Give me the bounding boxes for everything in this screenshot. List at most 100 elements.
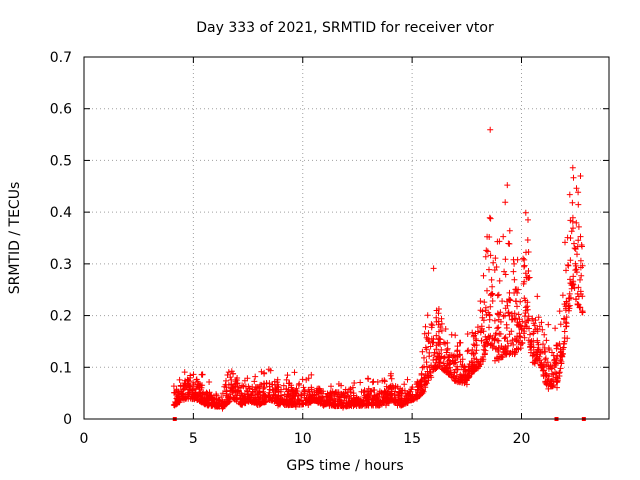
y-tick-label: 0 [63,412,72,428]
data-point [216,399,223,406]
data-point [433,332,440,339]
data-point [569,280,576,287]
data-point [520,330,527,337]
data-point [455,375,462,382]
data-point [482,253,489,260]
data-point [563,267,569,274]
data-point [199,390,206,397]
data-point [525,268,532,274]
data-point [420,388,427,395]
data-point [508,316,515,323]
data-point [290,401,297,408]
data-point [430,336,437,343]
data-point [465,347,472,354]
data-point [524,317,531,323]
data-point [464,348,471,355]
data-point [515,311,522,318]
data-point [438,353,445,360]
data-point [284,372,291,379]
data-point [232,392,239,399]
data-point [556,308,563,315]
data-point [526,325,532,332]
data-point [170,383,177,390]
data-point [502,334,509,341]
data-point [225,381,232,388]
data-point [481,299,488,306]
data-point [465,363,472,370]
data-point [542,348,549,355]
data-point [174,398,181,405]
y-tick-label: 0.2 [50,309,72,325]
data-point [259,395,265,402]
data-point [492,332,499,338]
data-point [278,386,285,393]
data-point [508,328,515,335]
axis-ticks: 0 5 10 15 20 0 0.1 0.2 0.3 0.4 0.5 0.6 0.7 [50,50,609,447]
x-tick-label: 5 [189,431,198,447]
data-point [173,399,180,406]
data-point [259,392,266,399]
data-point [223,387,230,394]
data-point [518,326,525,333]
data-point [303,376,310,383]
data-point [569,214,576,221]
data-point [289,386,296,393]
data-point [239,395,246,402]
data-point [560,340,567,347]
data-point [525,313,532,320]
data-point [550,371,557,378]
data-point [543,380,550,387]
data-point [512,315,519,322]
data-point [556,370,563,377]
data-point [423,359,430,366]
data-point [478,323,485,330]
data-point [454,343,461,350]
x-tick-label: 20 [513,431,531,447]
data-point [525,216,531,223]
data-point [507,297,514,304]
data-point [575,201,582,208]
data-point [401,400,408,407]
data-point [521,262,528,269]
data-point [357,379,364,386]
data-point [550,381,557,388]
data-point [444,347,451,353]
data-point [478,337,485,344]
data-point [452,332,459,339]
data-point [392,394,399,401]
data-point [241,377,248,384]
data-point [575,237,582,244]
data-point [204,397,211,404]
data-point [494,337,501,344]
data-point [430,357,437,363]
data-point [186,383,193,390]
data-point [432,366,439,372]
data-point [503,348,510,355]
data-point [482,333,489,340]
data-point [482,347,489,354]
data-point [219,390,226,397]
data-point [520,255,527,262]
data-point [388,375,395,382]
data-point [489,283,496,290]
data-point [426,364,433,371]
data-point [191,396,198,402]
data-point [422,344,429,351]
data-point [457,339,464,346]
data-point [243,387,250,394]
data-point [524,303,531,310]
data-point [539,367,546,374]
data-point [488,290,495,297]
data-point [512,286,519,293]
data-point [268,397,275,404]
data-point [274,383,281,390]
data-point [496,330,503,337]
data-point [578,272,585,279]
data-point [495,344,502,351]
data-point [398,387,405,394]
data-point [195,393,202,400]
data-point [404,399,411,406]
data-point [342,389,349,396]
data-point [180,390,186,397]
data-point [324,392,331,399]
